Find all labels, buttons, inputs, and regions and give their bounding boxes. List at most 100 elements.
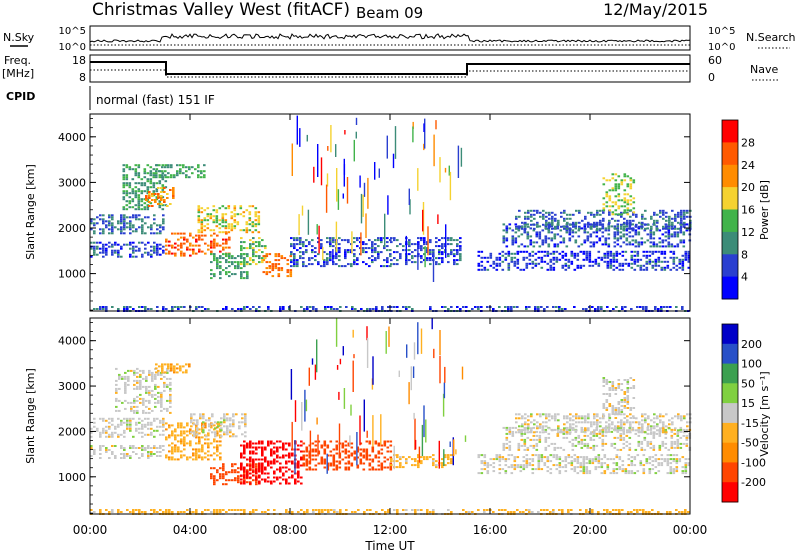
range-gate-cell [598, 432, 602, 435]
range-gate-cell [171, 424, 174, 427]
range-gate-cell [137, 190, 141, 193]
range-gate-cell [166, 371, 169, 374]
range-gate-cell [630, 262, 634, 265]
range-gate-cell [240, 271, 243, 274]
range-gate-cell [537, 456, 541, 459]
range-gate-cell [267, 308, 270, 310]
range-gate-cell [311, 458, 315, 461]
range-gate-cell [162, 433, 165, 436]
range-gate-cell [293, 265, 296, 268]
range-gate-cell [596, 413, 599, 416]
range-gate-cell [622, 235, 626, 238]
range-gate-cell [239, 205, 243, 208]
range-gate-cell [599, 209, 602, 212]
range-gate-cell [133, 373, 136, 376]
range-gate-cell [105, 243, 108, 246]
range-gate-cell [435, 257, 438, 260]
range-gate-cell [550, 237, 554, 240]
range-gate-cell [663, 460, 667, 463]
range-gate-cell [687, 256, 691, 259]
range-gate-cell [605, 393, 609, 395]
range-gate-cell [185, 170, 188, 173]
range-gate-cell [641, 429, 644, 432]
range-gate-cell [198, 442, 201, 445]
range-gate-cell [202, 415, 205, 418]
range-gate-cell [300, 450, 303, 453]
range-gate-cell [282, 456, 285, 459]
range-gate-cell [133, 411, 136, 414]
range-gate-cell [132, 216, 135, 219]
range-gate-cell [523, 231, 527, 234]
range-gate-cell [134, 204, 138, 207]
range-gate-cell [207, 458, 210, 461]
range-gate-cell [396, 259, 399, 262]
range-gate-cell [255, 470, 258, 473]
range-gate-cell [614, 425, 617, 428]
range-gate-cell [640, 223, 644, 226]
range-gate-cell [197, 211, 201, 214]
range-gate-cell [261, 462, 264, 465]
range-gate-cell [513, 306, 516, 308]
range-gate-cell [251, 225, 255, 228]
range-gate-cell [424, 246, 426, 268]
range-gate-cell [614, 189, 618, 192]
range-gate-cell [111, 224, 114, 227]
range-gate-cell [386, 249, 389, 252]
range-gate-cell [537, 462, 541, 465]
range-gate-cell [647, 417, 650, 420]
range-gate-cell [93, 251, 96, 254]
range-gate-cell [645, 254, 649, 257]
range-gate-cell [569, 419, 572, 422]
range-gate-cell [125, 174, 129, 177]
range-gate-cell [195, 434, 198, 437]
range-gate-cell [620, 423, 623, 426]
range-gate-cell [524, 417, 527, 420]
range-gate-cell [246, 444, 249, 447]
range-gate-cell [483, 464, 487, 467]
range-gate-cell [543, 464, 547, 467]
range-gate-cell [508, 227, 512, 230]
range-gate-cell [183, 232, 186, 235]
range-gate-cell [573, 454, 577, 457]
range-gate-cell [652, 448, 656, 451]
range-gate-cell [585, 468, 589, 471]
range-gate-cell [380, 251, 383, 254]
range-gate-cell [402, 245, 405, 248]
range-gate-cell [148, 201, 151, 203]
range-gate-cell [604, 229, 608, 232]
range-gate-cell [673, 225, 677, 228]
range-gate-cell [204, 234, 207, 237]
range-gate-cell [216, 267, 219, 270]
range-gate-cell [559, 229, 563, 232]
range-gate-cell [627, 472, 631, 475]
range-gate-cell [572, 427, 575, 430]
range-gate-cell [186, 238, 189, 241]
range-gate-cell [599, 227, 602, 230]
range-gate-cell [624, 468, 628, 471]
range-gate-cell [594, 456, 598, 459]
range-gate-cell [507, 266, 511, 269]
range-gate-cell [290, 253, 293, 256]
range-gate-cell [590, 227, 593, 230]
range-gate-cell [368, 454, 372, 457]
range-gate-cell [540, 460, 544, 463]
range-gate-cell [617, 195, 621, 198]
range-gate-cell [210, 234, 213, 237]
range-gate-cell [669, 472, 673, 475]
range-gate-cell [174, 444, 177, 447]
range-gate-cell [99, 511, 102, 513]
range-gate-cell [193, 431, 196, 434]
range-gate-cell [656, 429, 659, 432]
range-gate-cell [145, 199, 148, 201]
range-gate-cell [583, 444, 587, 447]
range-gate-cell [241, 421, 244, 424]
range-gate-cell [367, 177, 369, 209]
range-gate-cell [621, 254, 625, 257]
range-gate-cell [235, 435, 238, 438]
range-gate-cell [420, 462, 423, 465]
range-gate-cell [122, 206, 126, 209]
range-gate-cell [102, 218, 105, 221]
range-gate-cell [563, 415, 566, 418]
range-gate-cell [374, 454, 378, 457]
range-gate-cell [252, 237, 255, 240]
